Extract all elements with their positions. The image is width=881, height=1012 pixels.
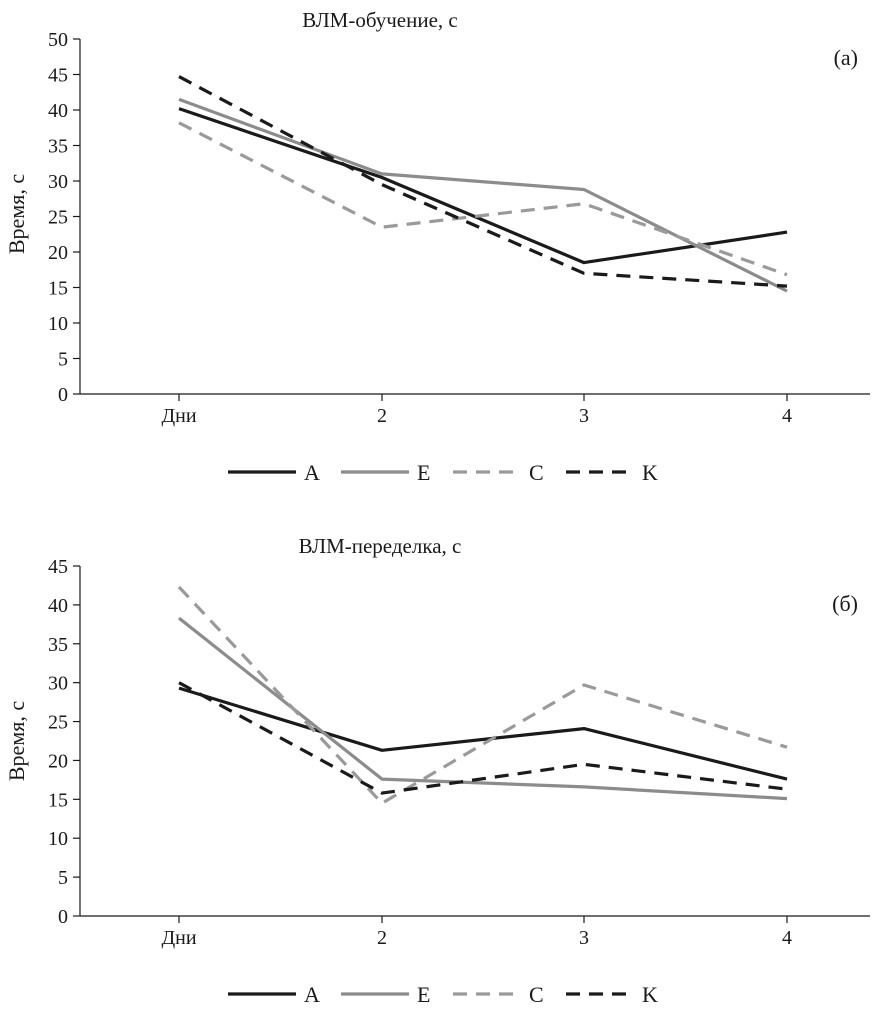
- y-tick-label: 0: [58, 384, 68, 406]
- y-tick-label: 35: [48, 136, 68, 158]
- y-tick-label: 40: [48, 595, 68, 617]
- y-tick-label: 20: [48, 750, 68, 772]
- legend-label-e: E: [417, 460, 430, 485]
- y-tick-label: 40: [48, 100, 68, 122]
- legend-label-a: A: [304, 460, 320, 485]
- panel-label: (а): [834, 45, 858, 70]
- x-tick-label: 4: [782, 927, 792, 949]
- y-tick-label: 10: [48, 313, 68, 335]
- y-tick-label: 10: [48, 828, 68, 850]
- chart-panel-b: ВЛМ-переделка, с (б) Время, с 0 5 10 15 20 25 30 3…: [4, 534, 870, 1007]
- series-line-k: [178, 681, 788, 795]
- legend-label-a: A: [304, 982, 320, 1007]
- y-tick-label: 0: [58, 906, 68, 928]
- series-line-e: [178, 97, 788, 293]
- series-line-e: [178, 616, 788, 801]
- series-line-c: [177, 585, 788, 805]
- legend-label-k: K: [642, 982, 658, 1007]
- y-axis-label: Время, с: [4, 174, 29, 254]
- y-tick-label: 5: [58, 349, 68, 371]
- legend-label-c: C: [529, 460, 544, 485]
- y-tick-label: 45: [48, 65, 68, 87]
- chart-title: ВЛМ-переделка, с: [299, 534, 462, 558]
- y-tick-label: 15: [48, 789, 68, 811]
- y-tick-label: 25: [48, 712, 68, 734]
- x-tick-label: Дни: [161, 927, 196, 949]
- y-axis-label: Время, с: [4, 701, 29, 781]
- y-tick-label: 50: [48, 29, 68, 51]
- x-tick-label: 3: [579, 927, 589, 949]
- series-line-c: [178, 121, 788, 277]
- x-tick-label: 2: [377, 927, 387, 949]
- legend-label-c: C: [529, 982, 544, 1007]
- y-tick-label: 45: [48, 556, 68, 578]
- chart-panel-a: ВЛМ-обучение, с(а)Время, с05101520253035…: [4, 8, 870, 485]
- chart-title: ВЛМ-обучение, с: [302, 8, 458, 32]
- series-line-a: [178, 107, 788, 265]
- x-tick-label: 3: [579, 405, 589, 427]
- legend-label-e: E: [417, 982, 430, 1007]
- y-tick-label: 5: [58, 867, 68, 889]
- y-tick-label: 30: [48, 171, 68, 193]
- series-line-k: [178, 75, 788, 288]
- series-line-a: [178, 686, 788, 781]
- x-tick-label: 2: [377, 405, 387, 427]
- x-tick-label: 4: [782, 405, 792, 427]
- y-tick-label: 20: [48, 242, 68, 264]
- y-tick-label: 35: [48, 634, 68, 656]
- y-tick-label: 30: [48, 673, 68, 695]
- y-tick-label: 15: [48, 278, 68, 300]
- panel-label: (б): [832, 591, 858, 616]
- y-tick-label: 25: [48, 207, 68, 229]
- legend-label-k: K: [642, 460, 658, 485]
- x-tick-label: Дни: [161, 405, 196, 427]
